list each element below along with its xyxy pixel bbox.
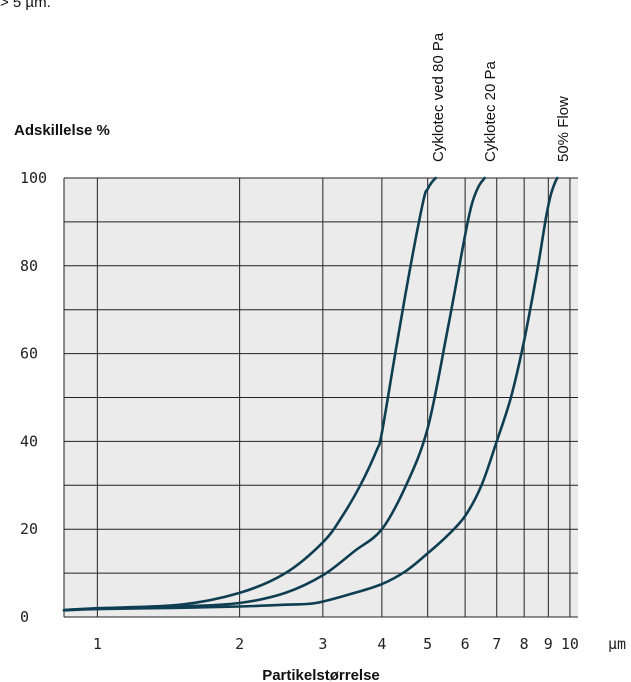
- series-line: [62, 176, 486, 612]
- x-axis-unit: µm: [608, 635, 626, 653]
- x-tick-label: 8: [520, 635, 529, 653]
- x-tick-label: 9: [544, 635, 553, 653]
- x-tick-label: 4: [377, 635, 386, 653]
- x-tick-label: 5: [423, 635, 432, 653]
- series-label: 50% Flow: [555, 96, 572, 162]
- series-label: Cyklotec ved 80 Pa: [430, 32, 447, 162]
- series-line: [62, 176, 559, 612]
- series-label: Cyklotec 20 Pa: [482, 60, 499, 162]
- x-tick-label: 1: [93, 635, 102, 653]
- series-line: [62, 176, 437, 612]
- y-tick-label: 0: [20, 608, 29, 626]
- y-tick-label: 60: [20, 345, 38, 363]
- grid-lines: [63, 177, 578, 618]
- y-tick-label: 40: [20, 432, 38, 450]
- x-tick-label: 7: [492, 635, 501, 653]
- top-note-text: > 5 µm.: [0, 0, 51, 11]
- x-axis-title: Partikelstørrelse: [262, 667, 380, 682]
- x-tick-label: 2: [235, 635, 244, 653]
- y-tick-label: 20: [20, 520, 38, 538]
- x-tick-label: 6: [461, 635, 470, 653]
- x-tick-label: 10: [561, 635, 579, 653]
- y-tick-label: 80: [20, 257, 38, 275]
- y-tick-label: 100: [20, 169, 47, 187]
- x-tick-label: 3: [318, 635, 327, 653]
- curves: [62, 176, 559, 612]
- series-labels: Cyklotec ved 80 Pa Cyklotec 20 Pa 50% Flow: [430, 32, 572, 162]
- tick-labels: 0 20 40 60 80 100 1 2 3 4 5 6 7 8 9 10: [20, 169, 579, 653]
- y-axis-title: Adskillelse %: [14, 122, 110, 139]
